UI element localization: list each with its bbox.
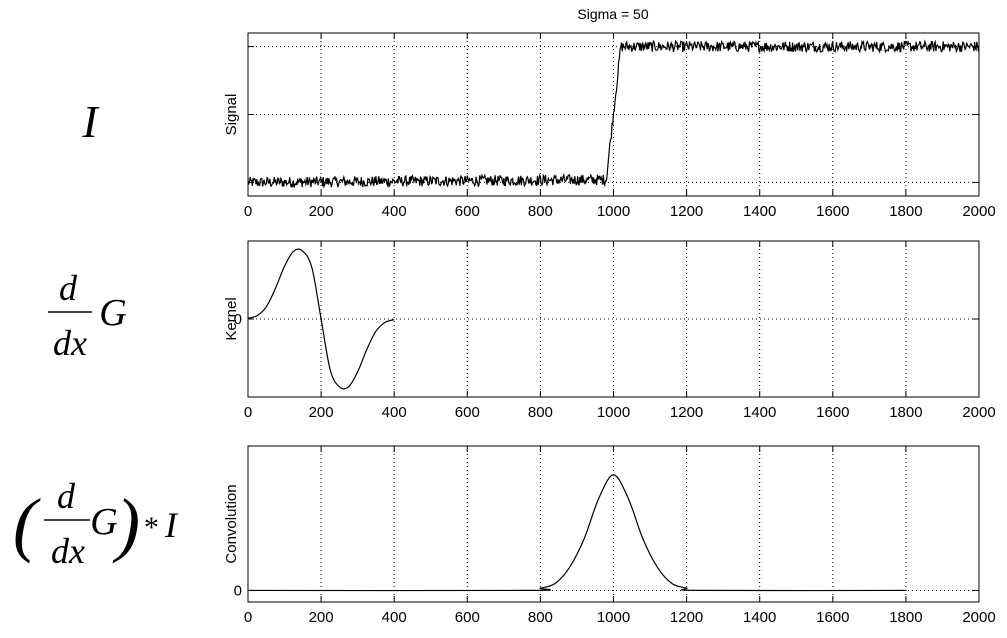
conv-close-paren: ) — [112, 484, 140, 564]
x-tick-label: 1600 — [816, 203, 849, 220]
x-tick-label: 1800 — [889, 609, 922, 626]
axes-frame — [247, 240, 980, 398]
x-tick-label: 1400 — [743, 609, 776, 626]
x-tick-label: 1000 — [597, 404, 630, 421]
conv-denominator: dx — [51, 531, 85, 571]
x-tick-label: 600 — [455, 609, 480, 626]
series-line-signal — [247, 39, 980, 189]
x-tick-label: 400 — [382, 609, 407, 626]
x-tick-label: 1200 — [670, 609, 703, 626]
x-tick-label: 600 — [455, 203, 480, 220]
x-tick-label: 0 — [244, 404, 252, 421]
conv-g: G — [90, 501, 117, 543]
x-tick-label: 2000 — [962, 609, 995, 626]
x-tick-label: 400 — [382, 404, 407, 421]
series-line-kernel — [247, 248, 395, 390]
y-tick-label: 0 — [234, 311, 242, 328]
x-tick-label: 2000 — [962, 404, 995, 421]
conv-open-paren: ( — [13, 484, 41, 564]
conv-operator: * — [143, 511, 158, 544]
x-tick-label: 1200 — [670, 404, 703, 421]
panel-convolution: 00 200 400 600 800 1000 1200 1400 1600 1800 2000 Co… — [223, 445, 996, 626]
kernel-numerator: d — [59, 268, 78, 308]
x-tick-label: 1800 — [889, 203, 922, 220]
y-axis-label: Convolution — [223, 484, 240, 563]
y-axis-label: Signal — [223, 94, 240, 136]
kernel-g: G — [99, 292, 126, 334]
math-label-signal: I — [81, 96, 100, 147]
x-tick-label: 2000 — [962, 203, 995, 220]
x-tick-label: 1000 — [597, 609, 630, 626]
panel-signal: 0 200 400 600 800 1000 1200 1400 1600 1800 2000 Sig… — [223, 32, 996, 220]
conv-numerator: d — [57, 476, 76, 516]
x-tick-label: 800 — [528, 404, 553, 421]
x-tick-label: 200 — [309, 404, 334, 421]
y-tick-label: 0 — [234, 582, 242, 599]
axes-frame — [247, 32, 980, 197]
y-axis-label: Kernel — [223, 297, 240, 340]
x-tick-label: 800 — [528, 203, 553, 220]
x-tick-label: 1000 — [597, 203, 630, 220]
x-tick-label: 1600 — [816, 404, 849, 421]
conv-operand: I — [164, 505, 179, 545]
axes-frame — [247, 445, 980, 603]
x-tick-label: 1400 — [743, 203, 776, 220]
series-line-convolution — [247, 474, 906, 592]
math-label-kernel: d dx G — [48, 268, 127, 363]
x-tick-label: 0 — [244, 203, 252, 220]
figure-title: Sigma = 50 — [577, 6, 648, 22]
x-tick-label: 200 — [309, 203, 334, 220]
math-label-convolution: ( d dx G ) * I — [13, 476, 179, 571]
x-tick-label: 1800 — [889, 404, 922, 421]
x-tick-label: 800 — [528, 609, 553, 626]
signal-symbol: I — [81, 96, 100, 147]
x-tick-label: 1600 — [816, 609, 849, 626]
x-tick-label: 0 — [244, 609, 252, 626]
x-tick-label: 1400 — [743, 404, 776, 421]
x-tick-label: 1200 — [670, 203, 703, 220]
kernel-denominator: dx — [53, 323, 87, 363]
plots: 0 200 400 600 800 1000 1200 1400 1600 1800 2000Sig… — [223, 32, 996, 626]
panel-kernel: 0 0 200 400 600 800 1000 1200 1400 1600 1800 2000 Ke… — [223, 240, 996, 421]
x-tick-label: 400 — [382, 203, 407, 220]
x-tick-label: 200 — [309, 609, 334, 626]
x-tick-label: 600 — [455, 404, 480, 421]
